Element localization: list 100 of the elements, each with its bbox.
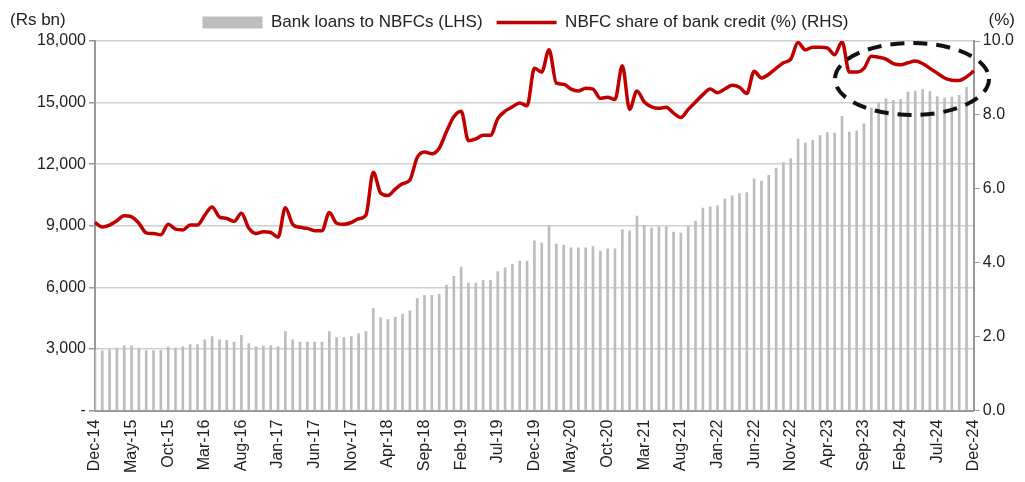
line-series [93,41,976,240]
bar [269,345,273,411]
bar [240,334,243,411]
bar [379,317,382,411]
x-tick-label: Apr-23 [817,419,835,468]
bar [686,226,690,411]
y-tick-label: 15,000 [37,93,87,111]
x-tick-label: Dec-19 [524,419,542,472]
bar [642,224,646,411]
bar [782,162,785,411]
y-tick-label: 9,000 [45,216,87,234]
y2-axis-title: (%) [988,9,1015,29]
bar [584,247,587,411]
bar [628,230,631,411]
y2-tick-label: 10.0 [982,31,1015,49]
bar [467,282,470,411]
bar [708,206,712,411]
y-tick-label: 18,000 [37,31,87,49]
bar [869,107,873,411]
legend-label: NBFC share of bank credit (%) (RHS) [565,12,849,32]
bar [738,193,741,411]
bar [218,339,221,411]
y-tick-label: - [80,401,86,419]
bar [349,336,353,411]
x-tick-label: Jan-22 [707,419,725,469]
bar [196,344,199,411]
y2-tick-label: 0.0 [982,401,1006,419]
bar [511,264,514,411]
bar [130,345,133,411]
bar [357,333,360,411]
bar [284,331,287,411]
bar [877,102,880,411]
bar [562,244,566,411]
x-tick-label: Feb-24 [891,419,909,471]
x-tick-label: Oct-15 [158,419,176,468]
bar [745,192,749,411]
bar [913,90,917,411]
y2-tick-label: 6.0 [982,179,1006,197]
bar [262,345,265,411]
bar [291,339,295,411]
bar [716,205,719,411]
bar [474,282,478,411]
bar [371,308,375,411]
bar [174,347,177,411]
bar [489,280,492,411]
bar [577,247,580,411]
bar [335,337,338,411]
y-tick-label: 12,000 [37,154,87,172]
bar [166,346,170,411]
x-tick-label: Feb-19 [451,419,469,471]
x-tick-label: Jul-24 [927,419,945,464]
bar [957,94,961,411]
bar [203,339,207,411]
bar [672,231,675,411]
x-tick-label: Jun-17 [305,419,323,469]
bar [540,242,544,411]
bar [555,243,558,411]
x-tick-label: Apr-18 [378,419,396,468]
x-tick-label: May-20 [561,419,579,474]
bar [108,349,111,411]
bar [225,340,229,411]
bar [415,298,419,411]
bar [423,294,426,411]
bar [620,229,624,411]
bar [122,345,126,411]
y-tick-label: 6,000 [45,277,87,295]
x-tick-label: Nov-22 [781,419,799,472]
bar [306,341,309,411]
x-tick-label: Jul-19 [488,419,506,464]
bar [767,174,771,411]
bar [606,248,609,411]
bar [401,313,404,411]
bar [144,350,148,411]
bar [760,180,763,411]
bar [848,131,851,411]
bar [891,100,895,411]
bar [694,220,697,411]
bar [965,87,968,411]
bar [833,132,837,411]
bar [804,142,807,411]
x-tick-label: Aug-21 [671,419,689,472]
bar [650,227,653,411]
bar [100,350,104,411]
bar [152,350,155,411]
y-axis-title: (Rs bn) [10,9,66,29]
x-tick-label: Jun-22 [744,419,762,469]
x-tick-label: Dec-24 [964,419,982,472]
bar [313,341,316,411]
x-tick-label: Mar-21 [634,419,652,471]
bar [921,89,924,411]
bar [935,96,939,411]
bar [437,293,441,411]
x-tick-label: Sep-18 [414,419,432,472]
x-tick-label: Dec-14 [85,419,103,472]
legend-label: Bank loans to NBFCs (LHS) [270,12,483,32]
bar [811,139,815,411]
bar [789,158,793,411]
y-tick-label: 3,000 [45,339,87,357]
bar [664,226,668,411]
bar [518,260,522,411]
